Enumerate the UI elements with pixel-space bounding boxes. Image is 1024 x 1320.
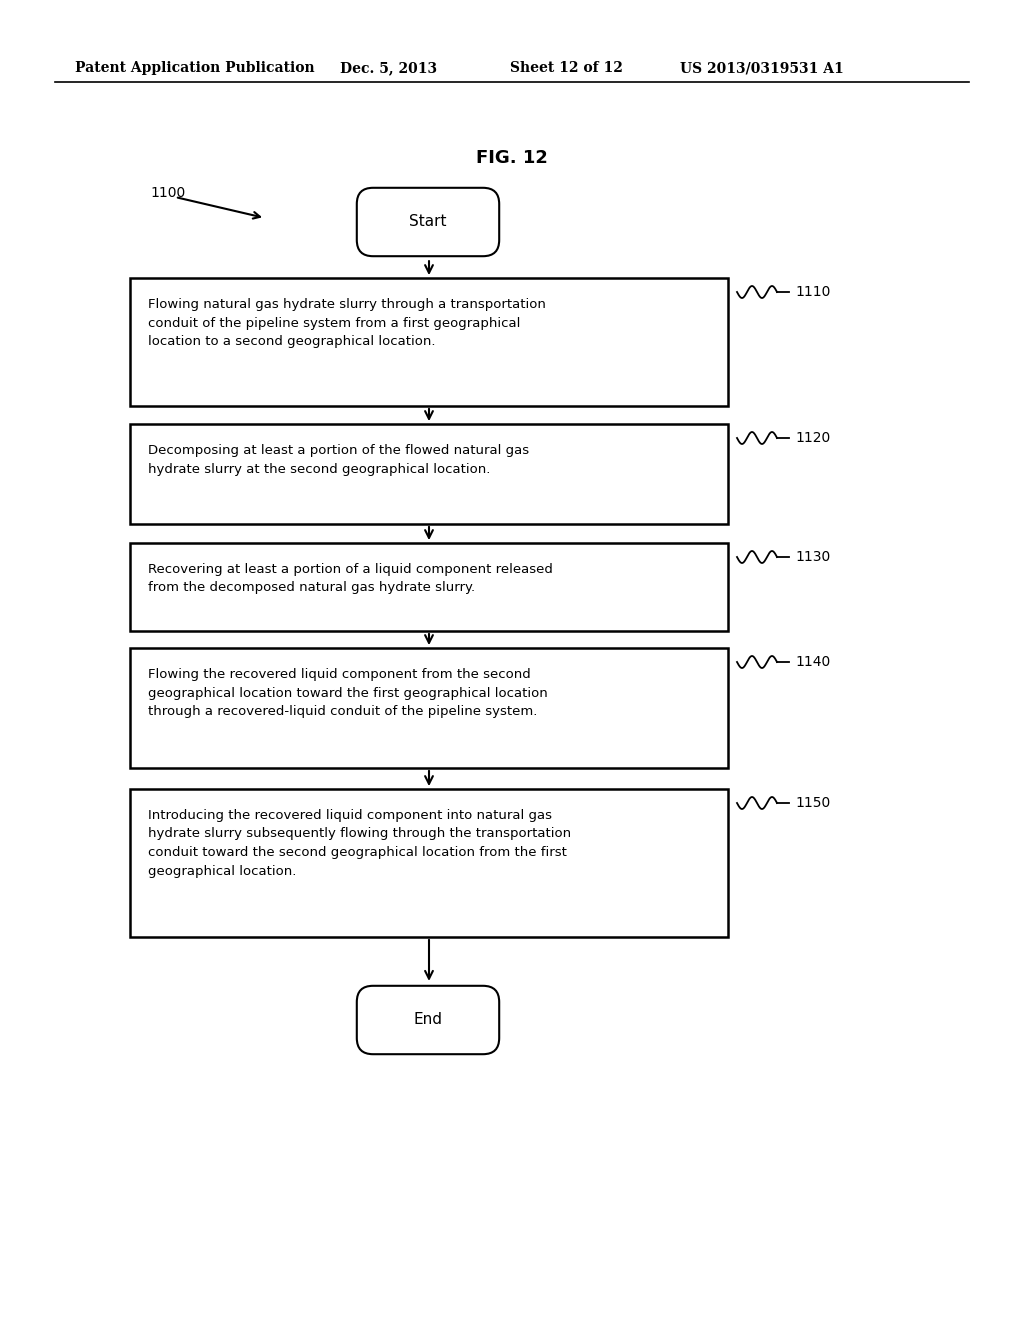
Text: Dec. 5, 2013: Dec. 5, 2013: [340, 61, 437, 75]
Bar: [130, 279, 728, 407]
FancyBboxPatch shape: [356, 986, 500, 1055]
Text: 1110: 1110: [795, 285, 830, 300]
Text: Start: Start: [410, 214, 446, 230]
Text: Sheet 12 of 12: Sheet 12 of 12: [510, 61, 623, 75]
Text: Flowing the recovered liquid component from the second
geographical location tow: Flowing the recovered liquid component f…: [148, 668, 548, 718]
Bar: [130, 543, 728, 631]
Bar: [130, 424, 728, 524]
Bar: [130, 789, 728, 937]
Text: US 2013/0319531 A1: US 2013/0319531 A1: [680, 61, 844, 75]
Text: 1130: 1130: [795, 550, 830, 564]
FancyBboxPatch shape: [356, 187, 500, 256]
Text: FIG. 12: FIG. 12: [476, 149, 548, 168]
Bar: [130, 648, 728, 768]
Text: Recovering at least a portion of a liquid component released
from the decomposed: Recovering at least a portion of a liqui…: [148, 564, 553, 594]
Text: 1150: 1150: [795, 796, 830, 810]
Text: 1100: 1100: [150, 186, 185, 201]
Text: Decomposing at least a portion of the flowed natural gas
hydrate slurry at the s: Decomposing at least a portion of the fl…: [148, 444, 529, 475]
Text: 1120: 1120: [795, 432, 830, 445]
Text: Patent Application Publication: Patent Application Publication: [75, 61, 314, 75]
Text: Flowing natural gas hydrate slurry through a transportation
conduit of the pipel: Flowing natural gas hydrate slurry throu…: [148, 298, 546, 348]
Text: End: End: [414, 1012, 442, 1027]
Text: 1140: 1140: [795, 655, 830, 669]
Text: Introducing the recovered liquid component into natural gas
hydrate slurry subse: Introducing the recovered liquid compone…: [148, 809, 571, 878]
